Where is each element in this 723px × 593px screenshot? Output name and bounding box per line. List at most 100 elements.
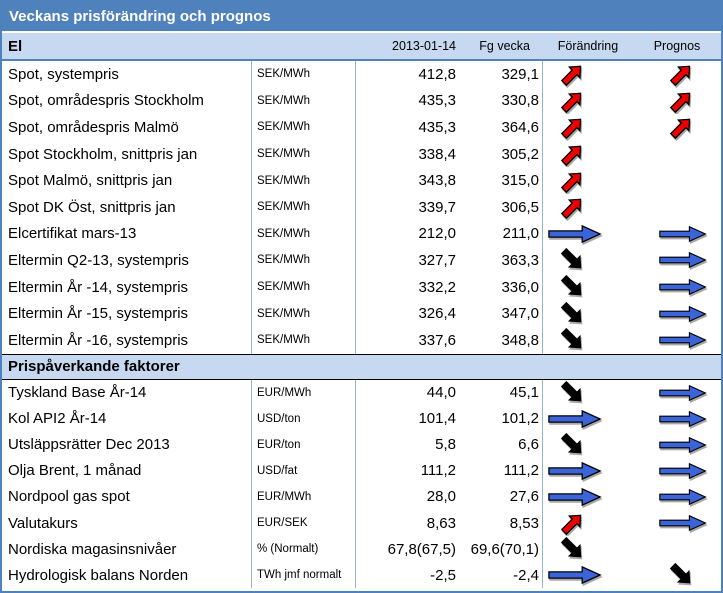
table-row: Olja Brent, 1 månad USD/fat 111,2 111,2 (2, 457, 721, 484)
row-prev-value: 27,6 (462, 483, 543, 510)
row-prev-value: 347,0 (462, 300, 543, 327)
row-change-cell (543, 562, 633, 588)
row-current-value: 332,2 (418, 278, 456, 296)
row-unit: SEK/MWh (252, 273, 356, 301)
row-forecast-cell (633, 458, 721, 484)
row-current-value: -2,5 (430, 566, 456, 584)
row-unit: TWh jmf normalt (252, 562, 356, 589)
table-row: Eltermin År -16, systempris SEK/MWh 337,… (2, 326, 721, 354)
row-forecast-cell (633, 484, 721, 510)
right-arrow-icon (548, 565, 602, 585)
row-current-value: 412,8 (418, 65, 456, 83)
row-forecast-cell (633, 406, 721, 432)
up-arrow-icon (558, 194, 586, 221)
up-arrow-icon (558, 167, 586, 194)
section-header-el: El 2013-01-14 Fg vecka Förändring Progno… (2, 33, 721, 61)
table-row: Spot, områdespris Stockholm SEK/MWh 435,… (2, 87, 721, 115)
row-prev-value: 336,0 (462, 273, 543, 301)
row-prev-value: 305,2 (462, 140, 543, 168)
row-change-cell (543, 247, 633, 274)
right-arrow-icon (659, 278, 707, 296)
down-arrow-icon (558, 380, 586, 406)
right-arrow-icon (659, 514, 707, 532)
row-name: Nordpool gas spot (2, 483, 252, 510)
row-name: Spot, områdespris Stockholm (2, 87, 252, 115)
row-current-value: 101,4 (418, 410, 456, 428)
row-prev-value: 306,5 (462, 193, 543, 221)
right-arrow-icon (659, 410, 707, 428)
section-factors-rows: Tyskland Base År-14 EUR/MWh 44,0 45,1 Ko… (2, 379, 721, 589)
table-row: Spot DK Öst, snittpris jan SEK/MWh 339,7… (2, 193, 721, 221)
row-forecast-cell (633, 562, 721, 588)
row-prev-value: 111,2 (462, 457, 543, 484)
row-change-cell (543, 221, 633, 248)
table-row: Eltermin År -14, systempris SEK/MWh 332,… (2, 273, 721, 301)
section-header-prispaverkande: Prispåverkande faktorer (2, 353, 721, 380)
row-change-cell (543, 88, 633, 115)
row-unit: SEK/MWh (252, 193, 356, 221)
row-name: Utsläppsrätter Dec 2013 (2, 431, 252, 458)
row-change-cell (543, 61, 633, 88)
up-arrow-icon (667, 114, 695, 141)
row-unit: USD/ton (252, 405, 356, 432)
up-arrow-icon (667, 88, 695, 115)
table-row: Eltermin År -15, systempris SEK/MWh 326,… (2, 300, 721, 327)
row-current-value: 5,8 (435, 436, 456, 454)
row-forecast-cell (633, 432, 721, 458)
table-row: Utsläppsrätter Dec 2013 EUR/ton 5,8 6,6 (2, 431, 721, 458)
row-unit: % (Normalt) (252, 536, 356, 563)
row-forecast-cell (633, 61, 721, 88)
right-arrow-icon (659, 462, 707, 480)
row-change-cell (543, 167, 633, 194)
row-name: Tyskland Base År-14 (2, 379, 252, 406)
table-row: Spot, områdespris Malmö SEK/MWh 435,3 36… (2, 114, 721, 141)
up-arrow-icon (558, 510, 586, 536)
row-forecast-cell (633, 247, 721, 274)
row-unit: SEK/MWh (252, 167, 356, 194)
table-row: Valutakurs EUR/SEK 8,63 8,53 (2, 510, 721, 537)
row-forecast-cell (633, 300, 721, 327)
table-row: Eltermin Q2-13, systempris SEK/MWh 327,7… (2, 247, 721, 274)
row-forecast-cell (633, 114, 721, 141)
table-row: Spot Malmö, snittpris jan SEK/MWh 343,8 … (2, 167, 721, 194)
down-arrow-icon (558, 432, 586, 458)
row-unit: EUR/ton (252, 431, 356, 458)
row-change-cell (543, 458, 633, 484)
row-name: Eltermin År -15, systempris (2, 300, 252, 327)
table-row: Hydrologisk balans Norden TWh jmf normal… (2, 562, 721, 589)
section-title-el: El (8, 37, 23, 55)
table-title: Veckans prisförändring och prognos (2, 2, 721, 33)
row-forecast-cell (633, 167, 721, 194)
up-arrow-icon (558, 114, 586, 141)
row-prev-value: 45,1 (462, 379, 543, 406)
down-arrow-icon (558, 327, 586, 354)
row-name: Eltermin År -14, systempris (2, 273, 252, 301)
row-current-value: 435,3 (418, 118, 456, 136)
row-current-value: 111,2 (420, 462, 456, 480)
row-prev-value: 101,2 (462, 405, 543, 432)
row-name: Spot Stockholm, snittpris jan (2, 140, 252, 168)
row-name: Spot, systempris (2, 61, 252, 88)
row-name: Hydrologisk balans Norden (2, 562, 252, 589)
row-name: Spot DK Öst, snittpris jan (2, 193, 252, 221)
table-row: Spot, systempris SEK/MWh 412,8 329,1 (2, 61, 721, 88)
table-row: Spot Stockholm, snittpris jan SEK/MWh 33… (2, 140, 721, 168)
row-change-cell (543, 141, 633, 168)
row-current-value: 326,4 (418, 305, 456, 323)
section-el-rows: Spot, systempris SEK/MWh 412,8 329,1 Spo… (2, 61, 721, 354)
right-arrow-icon (659, 384, 707, 402)
column-header-forecast: Prognos (653, 39, 701, 53)
row-current-value: 337,6 (418, 331, 456, 349)
row-name: Eltermin Q2-13, systempris (2, 247, 252, 274)
row-current-value: 212,0 (418, 225, 456, 243)
row-unit: SEK/MWh (252, 114, 356, 141)
row-forecast-cell (633, 327, 721, 354)
table-row: Kol API2 År-14 USD/ton 101,4 101,2 (2, 405, 721, 432)
row-unit: EUR/MWh (252, 379, 356, 406)
row-prev-value: 364,6 (462, 114, 543, 141)
row-forecast-cell (633, 274, 721, 301)
column-header-date: 2013-01-14 (392, 39, 456, 53)
row-change-cell (543, 194, 633, 221)
row-name: Valutakurs (2, 510, 252, 537)
row-prev-value: 348,8 (462, 326, 543, 354)
